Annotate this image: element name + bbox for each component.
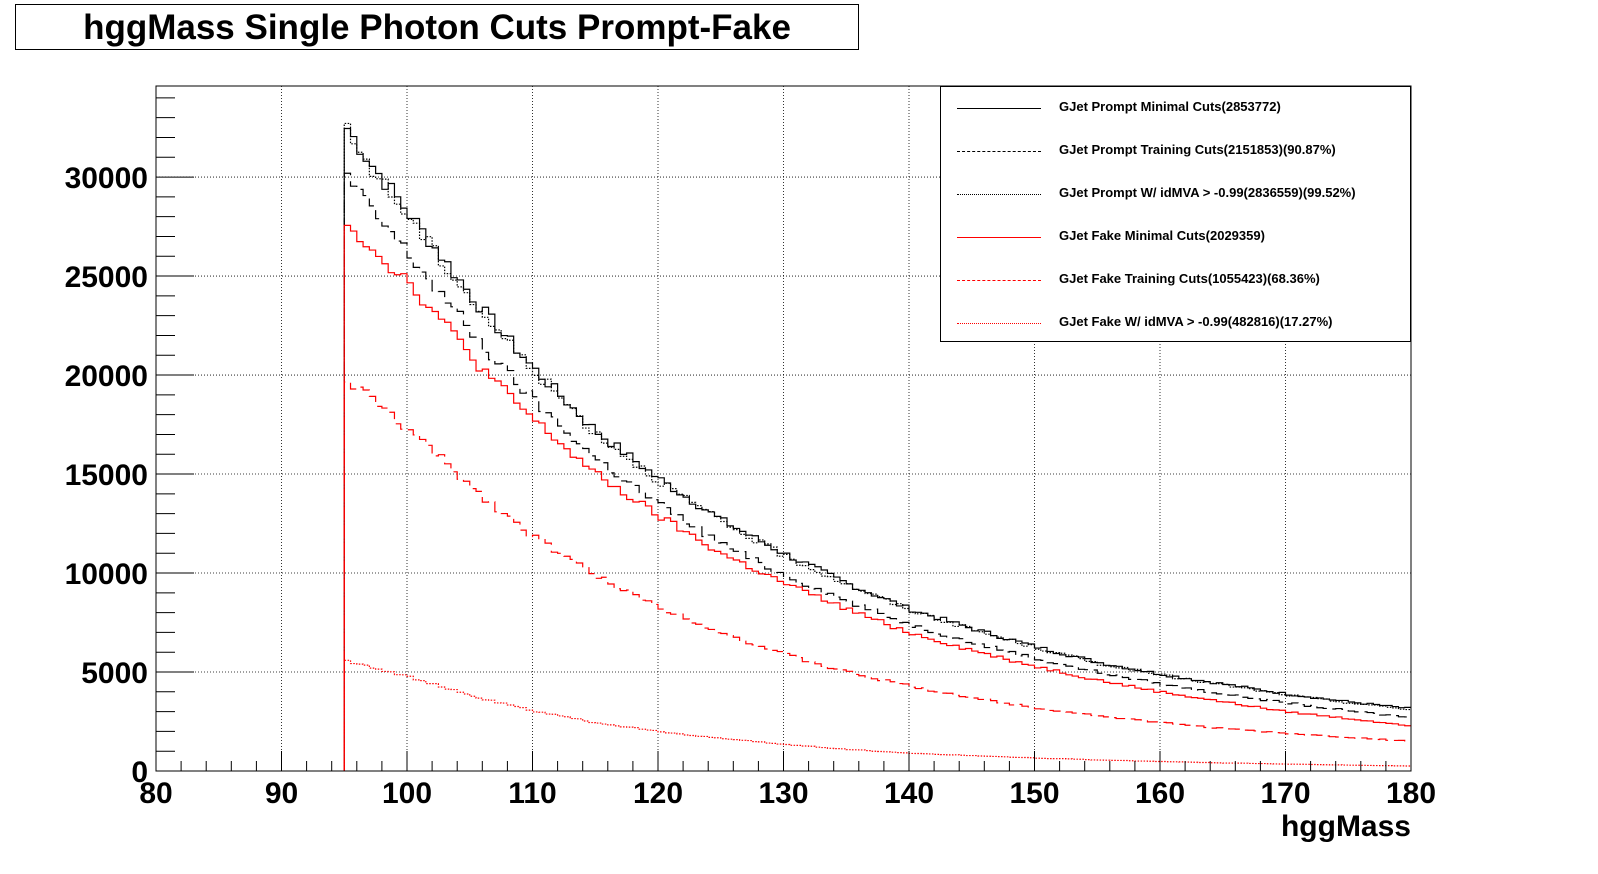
legend-label-1: GJet Prompt Minimal Cuts(2853772) [1059, 99, 1281, 114]
legend: GJet Prompt Minimal Cuts(2853772) GJet Pr… [940, 86, 1411, 342]
legend-swatch-4 [957, 237, 1041, 238]
x-tick-label: 140 [884, 777, 934, 810]
tick-layer [155, 97, 1412, 772]
legend-label-6: GJet Fake W/ idMVA > -0.99(482816)(17.27… [1059, 314, 1333, 329]
legend-item-3: GJet Prompt W/ idMVA > -0.99(2836559)(99… [941, 180, 1410, 210]
x-tick-label: 80 [139, 777, 172, 810]
y-tick-label: 5000 [81, 657, 148, 690]
legend-label-4: GJet Fake Minimal Cuts(2029359) [1059, 228, 1265, 243]
x-tick-label: 100 [382, 777, 432, 810]
series-3-line [343, 122, 1411, 771]
series-2-line [343, 172, 1411, 771]
title-box: hggMass Single Photon Cuts Prompt-Fake [15, 4, 859, 50]
legend-item-2: GJet Prompt Training Cuts(2151853)(90.87… [941, 137, 1410, 167]
legend-swatch-6 [957, 323, 1041, 324]
legend-item-1: GJet Prompt Minimal Cuts(2853772) [941, 94, 1410, 124]
chart-title: hggMass Single Photon Cuts Prompt-Fake [83, 8, 791, 47]
x-tick-label: 130 [758, 777, 808, 810]
legend-label-3: GJet Prompt W/ idMVA > -0.99(2836559)(99… [1059, 185, 1356, 200]
x-tick-label: 120 [633, 777, 683, 810]
legend-swatch-2 [957, 151, 1041, 152]
series-4-line [343, 224, 1411, 771]
x-tick-label: 170 [1260, 777, 1310, 810]
legend-label-5: GJet Fake Training Cuts(1055423)(68.36%) [1059, 271, 1320, 286]
x-tick-label: 110 [508, 777, 556, 810]
legend-item-6: GJet Fake W/ idMVA > -0.99(482816)(17.27… [941, 309, 1410, 339]
legend-item-5: GJet Fake Training Cuts(1055423)(68.36%) [941, 266, 1410, 296]
y-tick-label: 0 [131, 756, 148, 789]
x-tick-label: 180 [1386, 777, 1436, 810]
tick-label-layer: 80 90 100 110 120 130 140 150 160 170 180 0 5000 1000… [65, 162, 1436, 810]
legend-swatch-5 [957, 280, 1041, 281]
x-tick-label: 150 [1009, 777, 1059, 810]
y-tick-label: 30000 [65, 162, 148, 195]
y-tick-label: 25000 [65, 261, 148, 294]
y-tick-label: 20000 [65, 360, 148, 393]
y-tick-label: 10000 [65, 558, 148, 591]
y-tick-label: 15000 [65, 459, 148, 492]
legend-item-4: GJet Fake Minimal Cuts(2029359) [941, 223, 1410, 253]
series-5-line [343, 381, 1411, 771]
series-layer [343, 122, 1411, 771]
legend-label-2: GJet Prompt Training Cuts(2151853)(90.87… [1059, 142, 1336, 157]
x-tick-label: 160 [1135, 777, 1185, 810]
x-axis-label: hggMass [1281, 810, 1411, 843]
legend-swatch-3 [957, 194, 1041, 195]
legend-swatch-1 [957, 108, 1041, 109]
x-tick-label: 90 [265, 777, 298, 810]
series-6-line [343, 659, 1411, 771]
